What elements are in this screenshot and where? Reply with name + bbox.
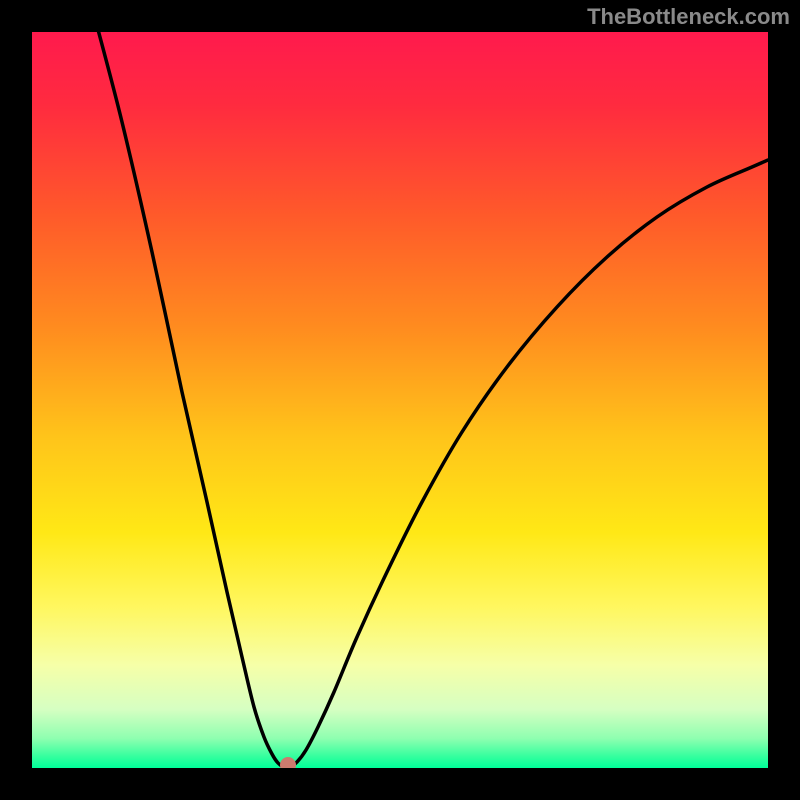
plot-area xyxy=(32,32,768,768)
curve-path xyxy=(96,32,768,768)
bottleneck-curve xyxy=(32,32,768,768)
watermark-text: TheBottleneck.com xyxy=(587,4,790,30)
sweet-spot-marker xyxy=(280,757,296,768)
